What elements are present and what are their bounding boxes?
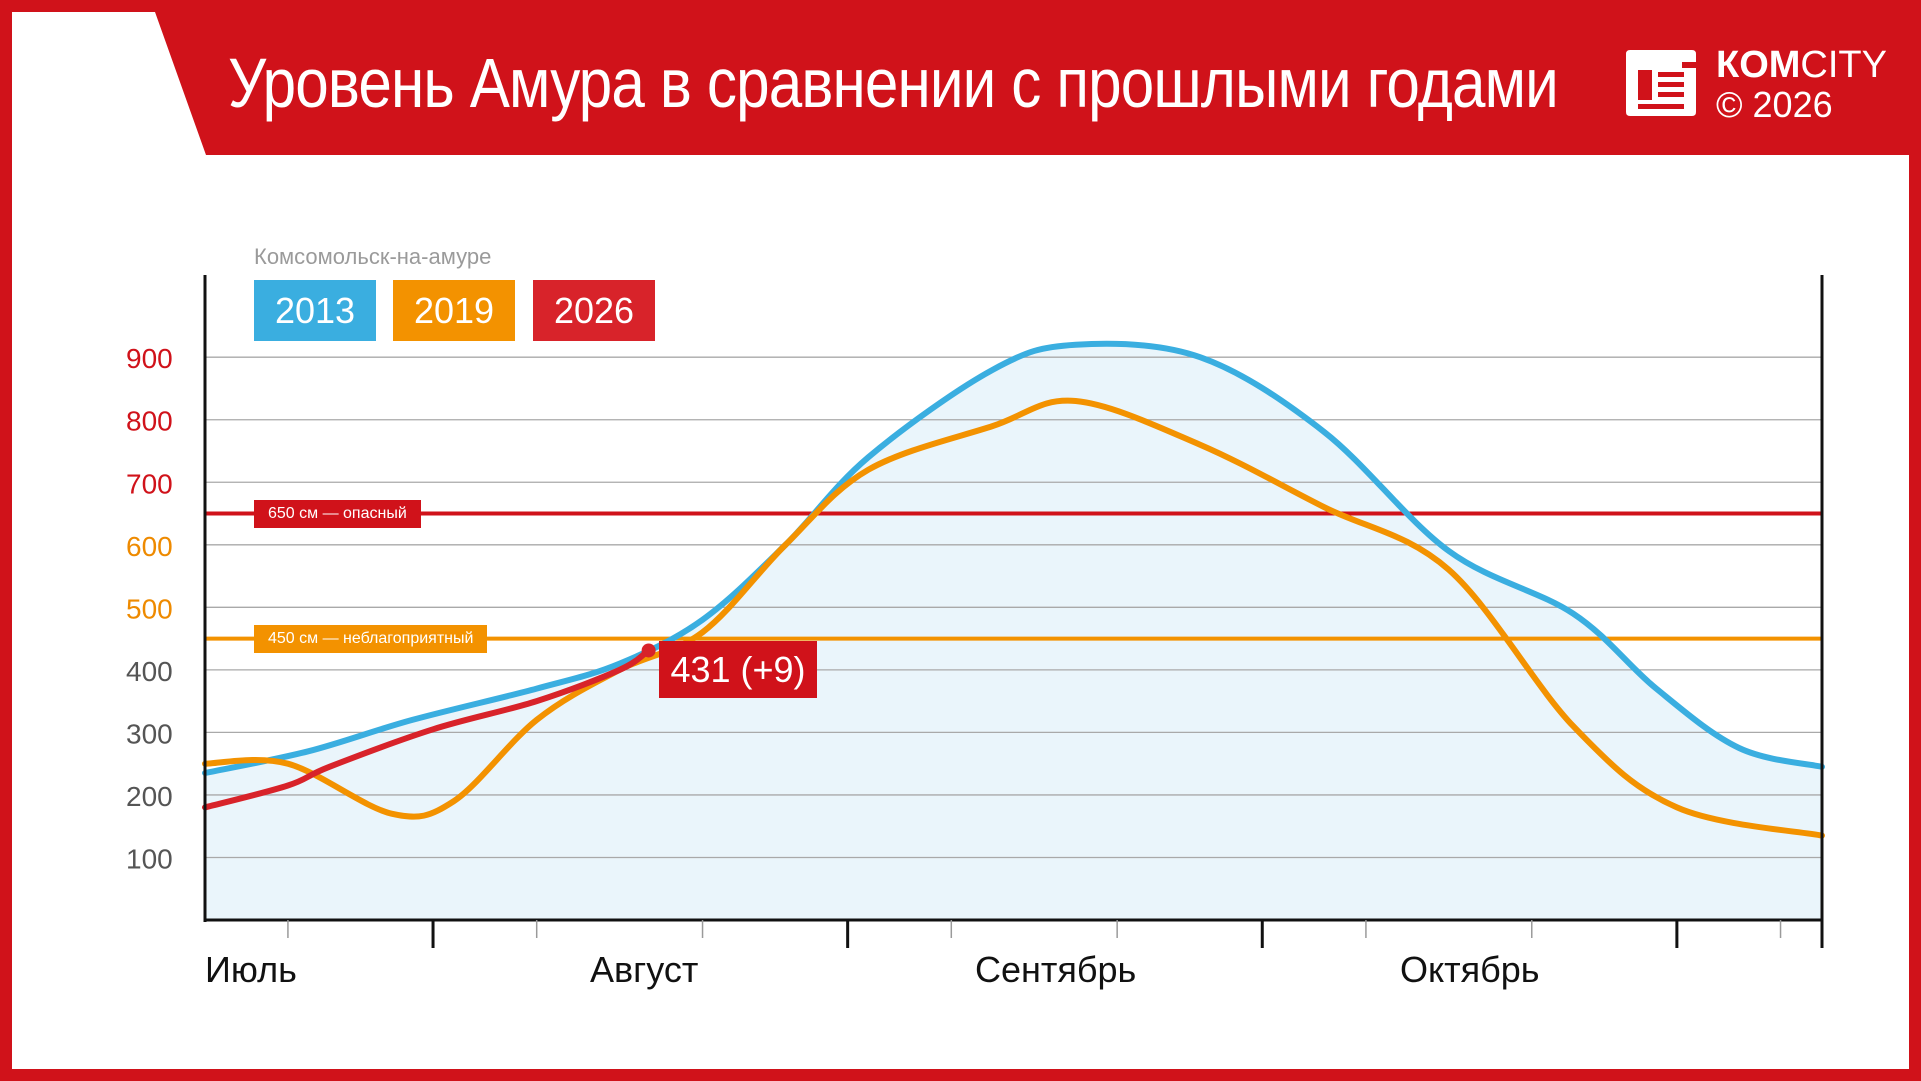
current-level-callout: 431 (+9) <box>659 641 817 698</box>
y-tick-label-100: 100 <box>126 843 173 874</box>
y-tick-label-300: 300 <box>126 718 173 749</box>
series-line-2019 <box>202 397 1825 839</box>
y-tick-label-600: 600 <box>126 531 173 562</box>
series-line-2026 <box>202 647 652 811</box>
month-label-2: Сентябрь <box>975 949 1136 990</box>
month-label-1: Август <box>590 949 698 990</box>
y-tick-label-700: 700 <box>126 468 173 499</box>
logo-brand-rest: CITY <box>1800 44 1887 86</box>
newspaper-icon <box>1626 50 1696 116</box>
legend-item-2019: 2019 <box>393 280 515 341</box>
y-tick-label-800: 800 <box>126 406 173 437</box>
threshold-label-650: 650 см — опасный <box>254 499 421 528</box>
header-banner <box>0 0 1921 155</box>
page-title: Уровень Амура в сравнении с прошлыми год… <box>228 44 1559 122</box>
header-left-strip <box>0 0 12 155</box>
month-label-3: Октябрь <box>1400 949 1540 990</box>
header-background <box>0 0 1921 155</box>
series-line-2013 <box>202 340 1825 776</box>
y-tick-label-900: 900 <box>126 343 173 374</box>
y-tick-label-400: 400 <box>126 656 173 687</box>
current-level-marker <box>641 643 656 658</box>
legend-item-2026: 2026 <box>533 280 655 341</box>
logo-brand-name: КОМCITY <box>1716 44 1887 87</box>
logo-brand-bold: КОМ <box>1716 44 1801 86</box>
chart-subtitle: Комсомольск-на-амуре <box>254 244 492 269</box>
brand-logo: КОМCITY © 2026 <box>1622 44 1894 125</box>
legend-item-2013: 2013 <box>254 280 376 341</box>
logo-copyright: © 2026 <box>1716 84 1833 125</box>
y-tick-label-200: 200 <box>126 781 173 812</box>
y-tick-label-500: 500 <box>126 593 173 624</box>
area-fill-2013 <box>205 343 1822 920</box>
month-label-0: Июль <box>205 949 297 990</box>
threshold-label-450: 450 см — неблагоприятный <box>254 624 488 653</box>
